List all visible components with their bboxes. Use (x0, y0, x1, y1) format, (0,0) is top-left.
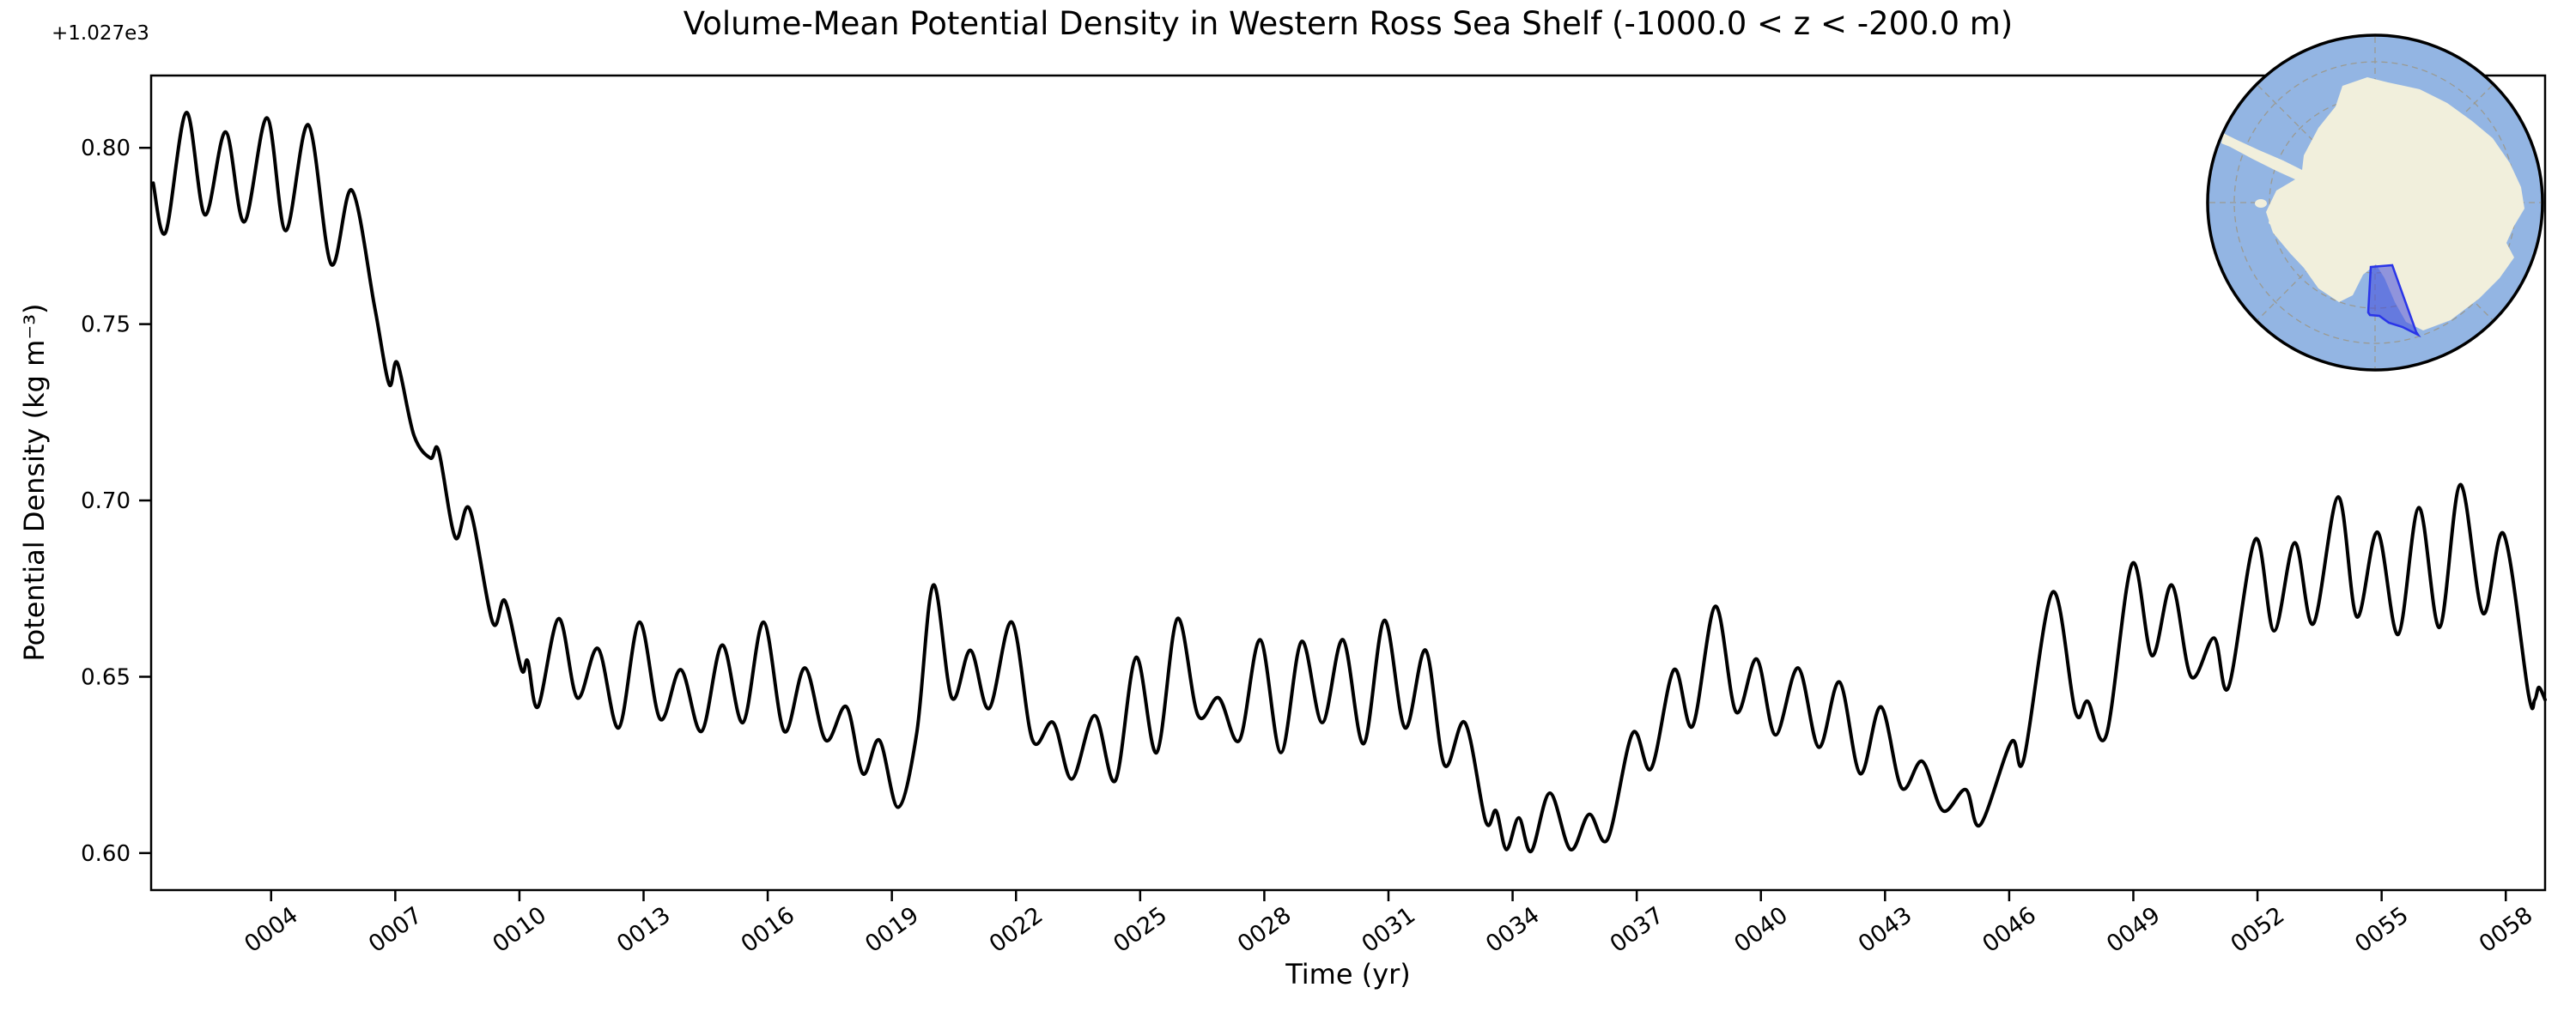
y-axis-offset-label: +1.027e3 (52, 22, 149, 45)
x-tick-label: 0037 (1606, 902, 1669, 958)
x-tick-label: 0040 (1729, 902, 1793, 958)
y-tick-label: 0.70 (81, 488, 131, 514)
x-tick-label: 0019 (860, 902, 924, 958)
y-tick-label: 0.60 (81, 841, 131, 867)
x-tick-label: 0049 (2102, 902, 2166, 958)
y-tick-label: 0.80 (81, 136, 131, 161)
antarctica-landmass (2221, 77, 2524, 330)
y-axis-ticks: 0.60 0.65 0.70 0.75 0.80 (81, 136, 151, 867)
x-tick-label: 0052 (2226, 902, 2289, 958)
x-tick-label: 0013 (612, 902, 676, 958)
x-tick-label: 0025 (1109, 902, 1172, 958)
x-tick-label: 0007 (364, 902, 428, 958)
y-tick-label: 0.75 (81, 312, 131, 338)
x-tick-label: 0031 (1357, 902, 1420, 958)
plot-frame (149, 74, 2547, 892)
x-tick-label: 0046 (1978, 902, 2041, 958)
x-tick-label: 0016 (736, 902, 799, 958)
density-timeseries-line (151, 111, 2547, 853)
x-tick-label: 0058 (2475, 902, 2538, 958)
x-axis-label: Time (yr) (1285, 958, 1411, 991)
y-axis-label: Potential Density (kg m⁻³) (18, 303, 51, 662)
y-tick-label: 0.65 (81, 664, 131, 690)
chart-title: Volume-Mean Potential Density in Western… (683, 5, 2014, 42)
x-tick-label: 0043 (1854, 902, 1917, 958)
x-tick-label: 0022 (985, 902, 1048, 958)
region-highlight-western-ross-sea-shelf (2366, 264, 2421, 338)
x-tick-label: 0004 (240, 902, 303, 958)
islands (2255, 145, 2351, 225)
x-tick-label: 0028 (1233, 902, 1297, 958)
antarctica-locator-map (2206, 33, 2544, 372)
x-tick-label: 0055 (2350, 902, 2414, 958)
x-tick-label: 0010 (488, 902, 551, 958)
x-axis-ticks: 0004 0007 0010 0013 0016 0019 0022 0025 0028 0031… (240, 890, 2537, 958)
map-border (2206, 33, 2544, 372)
x-tick-label: 0034 (1481, 902, 1545, 958)
